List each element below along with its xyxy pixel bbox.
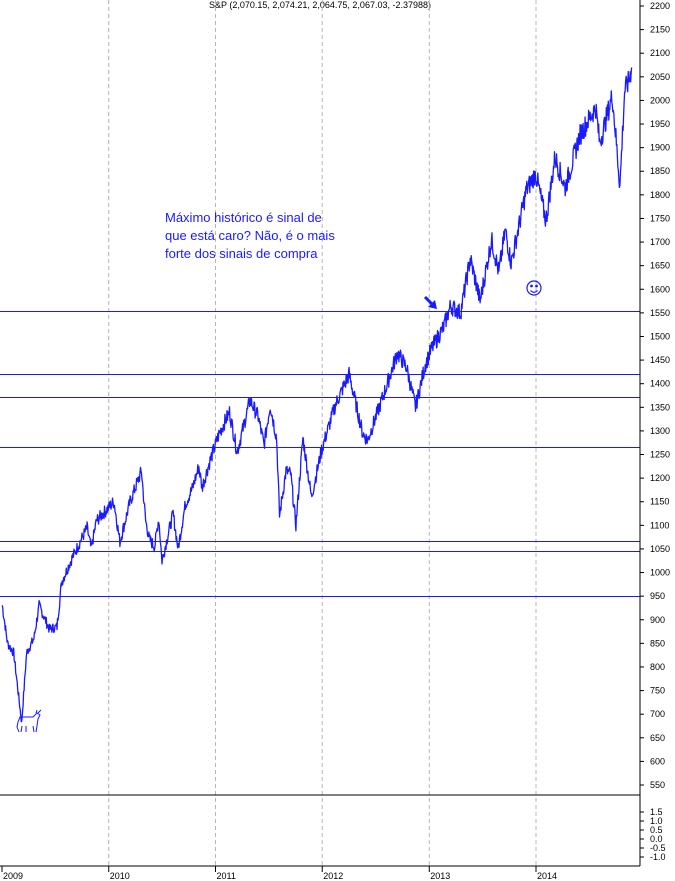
down-right-arrow-icon: [423, 295, 437, 309]
y-tick-label: 550: [650, 780, 665, 790]
x-tick-label: 2014: [537, 871, 557, 881]
y-tick-label: 1850: [650, 166, 670, 176]
horizontal-reference-lines: [0, 311, 640, 597]
y-tick-label: 1.5: [650, 807, 663, 817]
x-tick-label: 2009: [3, 871, 23, 881]
y-tick-label: 850: [650, 638, 665, 648]
y-tick-label: 1500: [650, 331, 670, 341]
vertical-gridlines: [108, 0, 537, 866]
y-tick-label: 0.5: [650, 825, 663, 835]
y-tick-label: 2150: [650, 25, 670, 35]
y-tick-label: 1350: [650, 402, 670, 412]
y-tick-label: 1750: [650, 213, 670, 223]
series-line: [1, 67, 633, 723]
annotation-line: forte dos sinais de compra: [165, 246, 318, 261]
x-tick-label: 2013: [430, 871, 450, 881]
y-tick-label: 600: [650, 756, 665, 766]
y-tick-label: 950: [650, 591, 665, 601]
y-axis-ticks: 550 600 650 700 750 800 850 900 950 1000 1050 1100 1…: [640, 1, 670, 862]
y-tick-label: 0.0: [650, 834, 663, 844]
y-tick-label: 2200: [650, 1, 670, 11]
annotation-line: Máximo histórico é sinal de: [165, 210, 322, 225]
y-tick-label: 1300: [650, 426, 670, 436]
y-tick-label: 1900: [650, 143, 670, 153]
y-tick-label: 1250: [650, 450, 670, 460]
y-tick-label: 1600: [650, 284, 670, 294]
x-tick-label: 2011: [216, 871, 235, 881]
y-tick-label: 750: [650, 686, 665, 696]
y-tick-label: 1.0: [650, 816, 663, 826]
y-tick-label: 1150: [650, 497, 669, 507]
y-tick-label: -1.0: [650, 852, 666, 862]
y-tick-label: 1700: [650, 237, 670, 247]
annotation-line: que está caro? Não, é o mais: [165, 228, 335, 243]
chart-title: S&P (2,070.15, 2,074.21, 2,064.75, 2,067…: [209, 0, 431, 10]
y-tick-label: 1050: [650, 544, 670, 554]
y-tick-label: 1400: [650, 379, 670, 389]
smiley-icon: [526, 280, 542, 296]
y-tick-label: 1200: [650, 473, 670, 483]
y-tick-label: 650: [650, 733, 665, 743]
y-tick-label: 1650: [650, 261, 670, 271]
x-tick-label: 2012: [323, 871, 343, 881]
series-layer: [1, 67, 633, 723]
y-tick-label: 1450: [650, 355, 670, 365]
y-tick-label: 800: [650, 662, 665, 672]
annotation-text: Máximo histórico é sinal de que está car…: [165, 210, 335, 261]
x-axis-ticks: 2009 2010 2011 2012 2013 2014: [1, 866, 557, 881]
y-tick-label: 700: [650, 709, 665, 719]
y-tick-label: 1100: [650, 520, 669, 530]
y-tick-label: 2050: [650, 72, 670, 82]
y-tick-label: 900: [650, 615, 665, 625]
y-tick-label: 1800: [650, 190, 670, 200]
y-tick-label: -0.5: [650, 843, 666, 853]
y-tick-label: 2100: [650, 48, 670, 58]
y-tick-label: 1550: [650, 308, 670, 318]
y-tick-label: 1000: [650, 568, 670, 578]
y-tick-label: 2000: [650, 95, 670, 105]
y-tick-label: 1950: [650, 119, 670, 129]
x-tick-label: 2010: [110, 871, 130, 881]
bull-icon: [16, 709, 42, 733]
